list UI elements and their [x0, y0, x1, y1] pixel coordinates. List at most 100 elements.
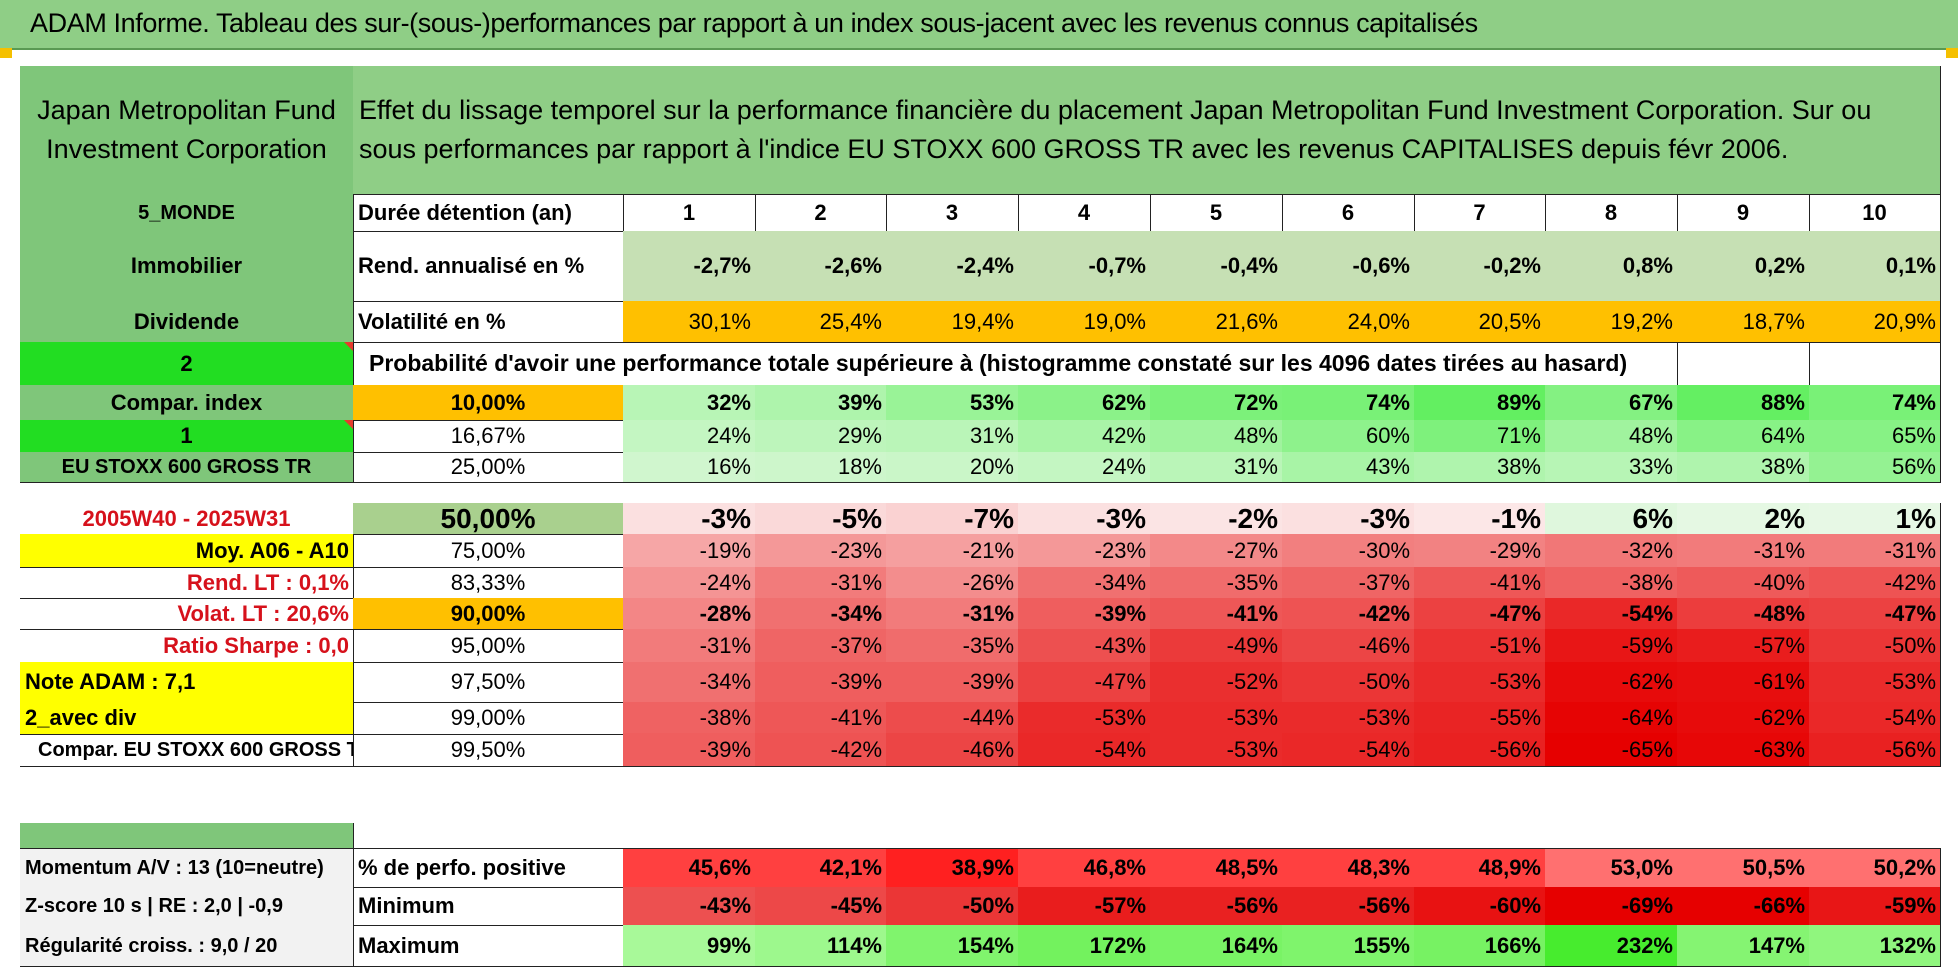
prob-cell: -56%: [1414, 733, 1546, 767]
summary-cell: 132%: [1809, 925, 1941, 967]
prob-cell: -31%: [886, 598, 1019, 630]
threshold-3: 25,00%: [353, 452, 624, 483]
compar-index-label: Compar. index: [20, 385, 354, 421]
vol-value-10: 20,9%: [1809, 301, 1941, 343]
prob-cell: 24%: [1018, 452, 1151, 483]
prob-cell: 24%: [623, 420, 756, 453]
prob-cell: -64%: [1545, 702, 1678, 735]
vol-value-6: 24,0%: [1282, 301, 1415, 343]
summary-label-2: Minimum: [353, 887, 624, 926]
gap-left: [20, 823, 354, 849]
selector-1[interactable]: 2: [20, 342, 354, 386]
summary-label-3: Maximum: [353, 925, 624, 967]
prob-cell: -46%: [1282, 629, 1415, 663]
prob-cell: -3%: [1282, 503, 1415, 535]
prob-cell: -41%: [755, 702, 887, 735]
prob-cell: -19%: [623, 534, 756, 568]
prob-cell: 42%: [1018, 420, 1151, 453]
prob-cell: 48%: [1545, 420, 1678, 453]
sharpe-label: Ratio Sharpe : 0,0: [20, 629, 354, 663]
prob-cell: -3%: [1018, 503, 1151, 535]
threshold-2: 16,67%: [353, 420, 624, 453]
summary-cell: 99%: [623, 925, 756, 967]
prob-cell: 56%: [1809, 452, 1941, 483]
prob-cell: 43%: [1282, 452, 1415, 483]
vol-label: Volatilité en %: [353, 301, 624, 343]
threshold-4: 50,00%: [353, 503, 624, 535]
summary-cell: -56%: [1150, 887, 1283, 926]
prob-cell: -39%: [886, 662, 1019, 703]
year-col-8: 8: [1545, 194, 1678, 232]
rend-value-2: -2,6%: [755, 231, 887, 302]
summary-cell: -66%: [1677, 887, 1810, 926]
summary-cell: -60%: [1414, 887, 1546, 926]
prob-cell: 48%: [1150, 420, 1283, 453]
prob-cell: -34%: [623, 662, 756, 703]
prob-cell: -54%: [1809, 702, 1941, 735]
prob-cell: -49%: [1150, 629, 1283, 663]
prob-cell: -39%: [1018, 598, 1151, 630]
prob-cell: -42%: [1282, 598, 1415, 630]
summary-cell: -56%: [1282, 887, 1415, 926]
prob-cell: -38%: [623, 702, 756, 735]
prob-cell: -53%: [1150, 733, 1283, 767]
prob-cell: 53%: [886, 385, 1019, 421]
dividend-label: Dividende: [20, 301, 354, 343]
threshold-7: 90,00%: [353, 598, 624, 630]
summary-cell: 154%: [886, 925, 1019, 967]
summary-cell: 48,9%: [1414, 848, 1546, 888]
year-col-5: 5: [1150, 194, 1283, 232]
index-name-label: EU STOXX 600 GROSS TR: [20, 452, 354, 483]
summary-cell: 42,1%: [755, 848, 887, 888]
rend-lt-label: Rend. LT : 0,1%: [20, 567, 354, 599]
average-label: Moy. A06 - A10: [20, 534, 354, 568]
summary-cell: 166%: [1414, 925, 1546, 967]
summary-cell: 50,5%: [1677, 848, 1810, 888]
prob-cell: 71%: [1414, 420, 1546, 453]
prob-cell: 64%: [1677, 420, 1810, 453]
prob-cell: -23%: [755, 534, 887, 568]
prob-cell: -59%: [1545, 629, 1678, 663]
probability-caption: Probabilité d'avoir une performance tota…: [353, 342, 1678, 386]
vol-value-7: 20,5%: [1414, 301, 1546, 343]
prob-cell: -53%: [1018, 702, 1151, 735]
vol-value-3: 19,4%: [886, 301, 1019, 343]
prob-cell: -38%: [1545, 567, 1678, 599]
fund-name-header: Japan Metropolitan Fund Investment Corpo…: [20, 66, 354, 195]
prob-cell: -31%: [1809, 534, 1941, 568]
rend-value-3: -2,4%: [886, 231, 1019, 302]
rend-value-1: -2,7%: [623, 231, 756, 302]
prob-cell: -37%: [1282, 567, 1415, 599]
selector-2[interactable]: 1: [20, 420, 354, 453]
year-col-10: 10: [1809, 194, 1941, 232]
prob-cell: 31%: [886, 420, 1019, 453]
prob-cell: -53%: [1282, 702, 1415, 735]
prob-cell: -31%: [623, 629, 756, 663]
prob-cell: -65%: [1545, 733, 1678, 767]
prob-cell: 6%: [1545, 503, 1678, 535]
summary-cell: -45%: [755, 887, 887, 926]
summary-label-1: % de perfo. positive: [353, 848, 624, 888]
prob-cell: -52%: [1150, 662, 1283, 703]
prob-cell: -31%: [755, 567, 887, 599]
prob-cell: -42%: [1809, 567, 1941, 599]
prob-cell: -31%: [1677, 534, 1810, 568]
summary-cell: 155%: [1282, 925, 1415, 967]
prob-cell: -34%: [1018, 567, 1151, 599]
prob-cell: -43%: [1018, 629, 1151, 663]
vol-value-1: 30,1%: [623, 301, 756, 343]
prob-cell: -35%: [886, 629, 1019, 663]
vol-value-2: 25,4%: [755, 301, 887, 343]
report-title: ADAM Informe. Tableau des sur-(sous-)per…: [30, 8, 1478, 38]
year-col-9: 9: [1677, 194, 1810, 232]
prob-cell: 31%: [1150, 452, 1283, 483]
corner-marker-left: [0, 48, 12, 58]
prob-cell: 29%: [755, 420, 887, 453]
prob-cell: 33%: [1545, 452, 1678, 483]
vol-value-5: 21,6%: [1150, 301, 1283, 343]
summary-cell: 50,2%: [1809, 848, 1941, 888]
prob-cell: -28%: [623, 598, 756, 630]
prob-cell: -39%: [623, 733, 756, 767]
zscore-label: Z-score 10 s | RE : 2,0 | -0,9: [20, 887, 354, 926]
prob-cell: -50%: [1809, 629, 1941, 663]
